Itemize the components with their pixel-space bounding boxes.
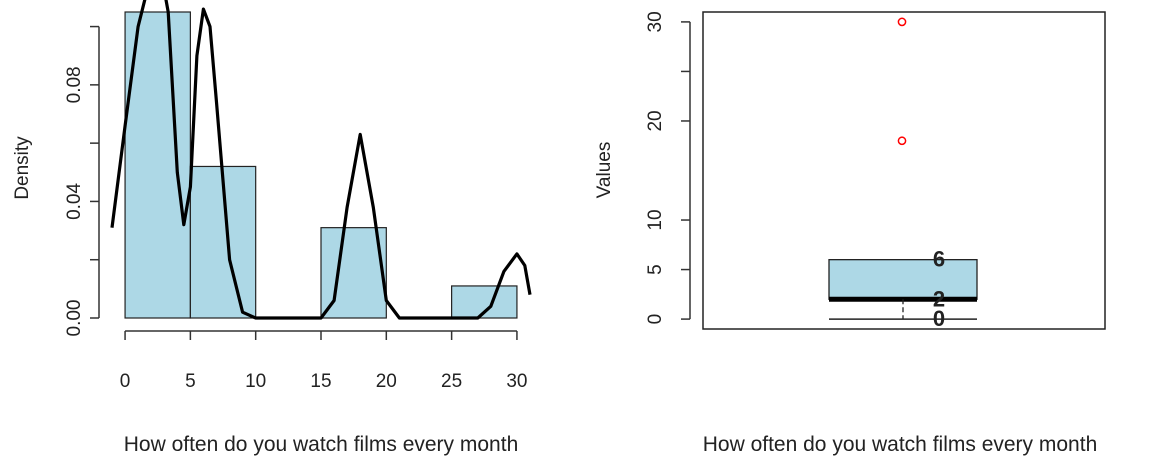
y-axis-ticks: 0.00 0.04 0.08 — [64, 25, 99, 337]
outlier-point — [897, 17, 907, 27]
x-tick-label: 20 — [376, 371, 397, 392]
y-tick-label: 20 — [645, 110, 666, 131]
x-tick-label: 15 — [310, 371, 331, 392]
x-axis-ticks: 0 5 10 15 20 25 30 — [120, 331, 528, 392]
density-curve — [110, 0, 532, 320]
y-tick-label: 0.08 — [64, 66, 85, 103]
boxplot-x-axis-label: How often do you watch films every month — [703, 433, 1098, 456]
x-tick-label: 5 — [185, 371, 196, 392]
histogram-x-axis-label: How often do you watch films every month — [124, 433, 519, 456]
boxplot-plot-frame — [702, 11, 1106, 330]
outlier-point — [897, 136, 907, 146]
histogram-bars — [124, 11, 518, 319]
x-tick-label: 25 — [441, 371, 462, 392]
value-label: 2 — [933, 286, 945, 311]
y-tick-label: 30 — [645, 11, 666, 32]
y-axis-ticks: 0 5 10 20 30 — [645, 11, 690, 324]
boxplot-y-axis-label: Values — [594, 142, 615, 199]
histogram-y-axis-label: Density — [12, 136, 33, 200]
boxplot-value-labels: 6 20 — [933, 247, 945, 331]
y-tick-label: 10 — [645, 209, 666, 230]
x-tick-label: 10 — [245, 371, 266, 392]
histogram-panel: 0 5 10 15 20 25 30 0.00 0.04 0.08 Density How of… — [12, 0, 532, 456]
boxplot-outliers — [897, 17, 907, 146]
y-tick-label: 5 — [645, 264, 666, 275]
y-tick-label: 0.04 — [64, 183, 85, 220]
boxplot-box — [828, 259, 978, 320]
box-rect — [828, 259, 978, 300]
histogram-bar — [124, 11, 191, 319]
y-tick-label: 0 — [645, 314, 666, 325]
x-tick-label: 30 — [506, 371, 527, 392]
value-label: 0 — [933, 306, 945, 331]
value-label: 6 — [933, 247, 945, 272]
y-tick-label: 0.00 — [64, 300, 85, 337]
x-tick-label: 0 — [120, 371, 131, 392]
